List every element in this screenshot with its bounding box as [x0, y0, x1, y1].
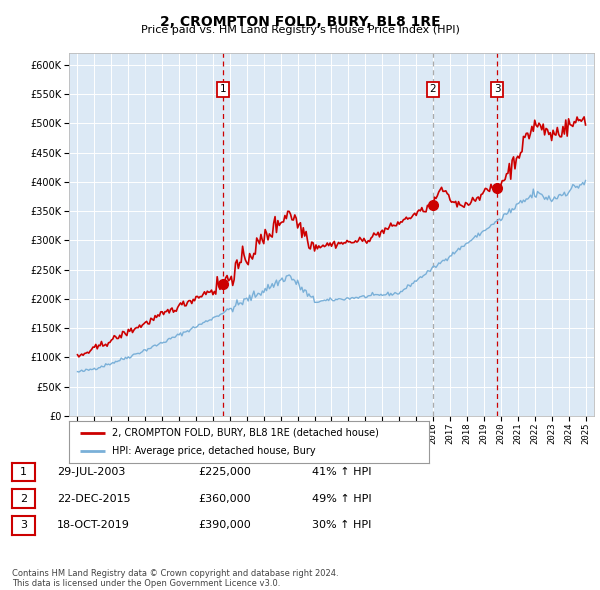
Text: 1: 1	[20, 467, 27, 477]
Text: 30% ↑ HPI: 30% ↑ HPI	[312, 520, 371, 530]
Text: 2, CROMPTON FOLD, BURY, BL8 1RE: 2, CROMPTON FOLD, BURY, BL8 1RE	[160, 15, 440, 29]
Text: £390,000: £390,000	[198, 520, 251, 530]
Text: 2, CROMPTON FOLD, BURY, BL8 1RE (detached house): 2, CROMPTON FOLD, BURY, BL8 1RE (detache…	[112, 428, 379, 438]
Text: 49% ↑ HPI: 49% ↑ HPI	[312, 494, 371, 503]
Text: HPI: Average price, detached house, Bury: HPI: Average price, detached house, Bury	[112, 446, 316, 456]
Text: Price paid vs. HM Land Registry's House Price Index (HPI): Price paid vs. HM Land Registry's House …	[140, 25, 460, 35]
Text: 3: 3	[20, 520, 27, 530]
Text: £360,000: £360,000	[198, 494, 251, 503]
Text: 2: 2	[20, 494, 27, 503]
Text: £225,000: £225,000	[198, 467, 251, 477]
Text: 22-DEC-2015: 22-DEC-2015	[57, 494, 131, 503]
Text: 41% ↑ HPI: 41% ↑ HPI	[312, 467, 371, 477]
Text: 18-OCT-2019: 18-OCT-2019	[57, 520, 130, 530]
Text: 29-JUL-2003: 29-JUL-2003	[57, 467, 125, 477]
Text: 1: 1	[220, 84, 226, 94]
Text: Contains HM Land Registry data © Crown copyright and database right 2024.
This d: Contains HM Land Registry data © Crown c…	[12, 569, 338, 588]
Text: 2: 2	[429, 84, 436, 94]
Text: 3: 3	[494, 84, 500, 94]
